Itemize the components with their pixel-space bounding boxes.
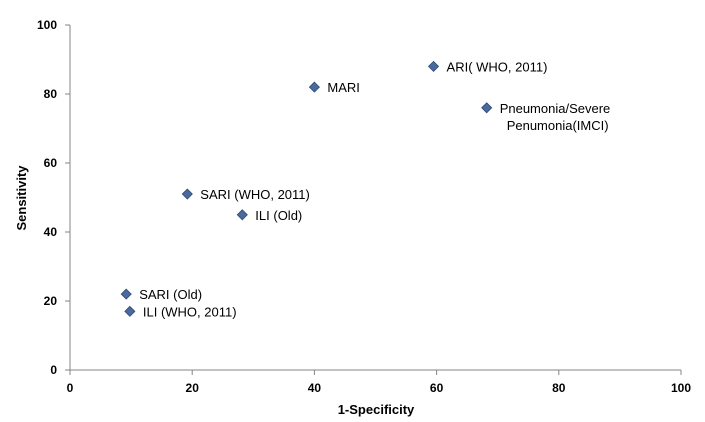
x-axis-title: 1-Specificity <box>338 402 415 417</box>
x-tick-label: 40 <box>308 381 322 395</box>
data-label-line: SARI (Old) <box>139 287 202 302</box>
axes <box>65 24 682 375</box>
data-label: SARI (Old) <box>139 287 202 302</box>
y-tick-label: 80 <box>44 87 58 101</box>
data-label-line: Pneumonia/Severe <box>500 101 611 116</box>
x-tick-label: 20 <box>186 381 200 395</box>
tick-labels: 0 20 40 60 80 100 0 20 40 60 80 100 <box>37 18 691 395</box>
data-label: MARI <box>327 80 360 95</box>
data-point <box>481 102 493 114</box>
data-label: Pneumonia/Severe Penumonia(IMCI) <box>500 101 611 133</box>
data-point <box>236 209 248 221</box>
x-tick-label: 0 <box>67 381 74 395</box>
y-tick-label: 100 <box>37 18 57 32</box>
data-label-line: Penumonia(IMCI) <box>507 118 609 133</box>
data-label-line: MARI <box>327 80 360 95</box>
data-label-line: SARI (WHO, 2011) <box>200 187 310 202</box>
y-tick-label: 40 <box>44 225 58 239</box>
data-point <box>181 188 193 200</box>
y-axis-title: Sensitivity <box>14 165 29 231</box>
data-point <box>124 305 136 317</box>
y-tick-label: 20 <box>44 294 58 308</box>
data-label: SARI (WHO, 2011) <box>200 187 310 202</box>
data-label: ILI (WHO, 2011) <box>143 304 237 319</box>
x-tick-label: 80 <box>552 381 566 395</box>
y-tick-label: 0 <box>50 363 57 377</box>
data-labels: SARI (Old) ILI (WHO, 2011) SARI (WHO, 2011… <box>139 59 610 319</box>
y-tick-label: 60 <box>44 156 58 170</box>
data-label: ILI (Old) <box>255 208 302 223</box>
data-label-line: ILI (WHO, 2011) <box>143 304 237 319</box>
data-point <box>308 81 320 93</box>
x-tick-label: 60 <box>430 381 444 395</box>
data-label-line: ILI (Old) <box>255 208 302 223</box>
data-label-line: ARI( WHO, 2011) <box>447 59 548 74</box>
x-tick-label: 100 <box>671 381 691 395</box>
data-point <box>427 60 440 72</box>
data-points <box>120 60 493 317</box>
data-point <box>120 288 132 300</box>
data-label: ARI( WHO, 2011) <box>447 59 548 74</box>
